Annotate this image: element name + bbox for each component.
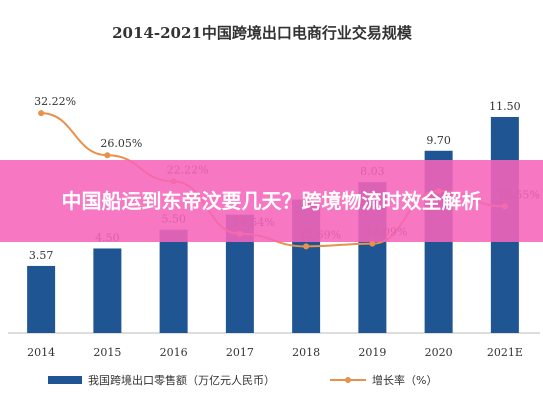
x-tick-2021E: 2021E (487, 346, 523, 359)
x-tick-2018: 2018 (292, 346, 320, 359)
bar-value-label-2021E: 11.50 (489, 100, 521, 113)
rate-point-2019 (369, 240, 376, 247)
chart-title: 2014-2021中国跨境出口电商行业交易规模 (112, 24, 413, 42)
headline-text: 中国船运到东帝汶要几天？跨境物流时效全解析 (61, 188, 482, 213)
x-tick-2015: 2015 (93, 346, 121, 359)
rate-point-2014 (38, 110, 45, 117)
legend-line-marker (345, 377, 351, 383)
legend-line-label: 增长率（%） (372, 373, 437, 387)
x-tick-2019: 2019 (358, 346, 386, 359)
x-tick-2017: 2017 (226, 346, 254, 359)
legend: 我国跨境出口零售额（万亿元人民币） 增长率（%） (48, 373, 437, 387)
x-tick-2020: 2020 (425, 346, 453, 359)
bar-2014 (27, 265, 56, 333)
headline-banner: 中国船运到东帝汶要几天？跨境物流时效全解析 (0, 160, 543, 242)
x-tick-2014: 2014 (27, 346, 55, 359)
bar-2016 (159, 229, 188, 333)
rate-point-2015 (104, 152, 111, 159)
legend-bar-swatch (48, 376, 82, 384)
legend-bar-label: 我国跨境出口零售额（万亿元人民币） (88, 373, 275, 387)
rate-point-2018 (303, 243, 310, 250)
rate-value-label-2015: 26.05% (100, 137, 142, 150)
bar-2015 (93, 248, 122, 333)
x-tick-2016: 2016 (160, 346, 188, 359)
x-axis-ticks: 2014 2015 2016 2017 2018 2019 2020 2021E (27, 346, 523, 359)
rate-value-label-2014: 32.22% (34, 95, 76, 108)
bar-value-label-2014: 3.57 (29, 249, 54, 262)
bar-value-label-2020: 9.70 (426, 134, 451, 147)
